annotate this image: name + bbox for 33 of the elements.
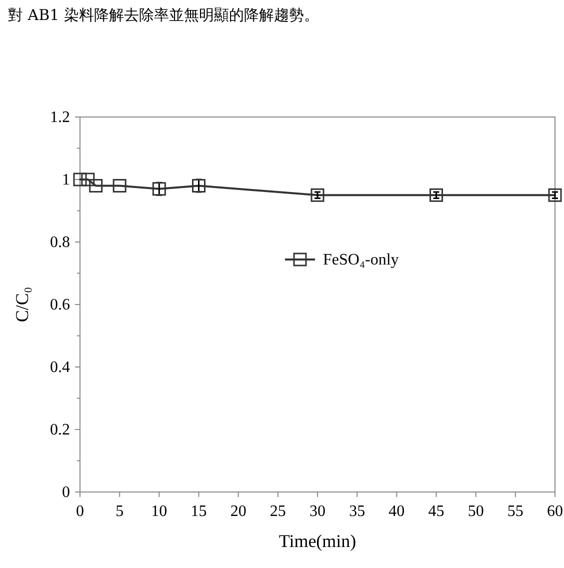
x-tick-label: 45: [428, 503, 444, 520]
x-tick-label: 0: [76, 503, 84, 520]
point: [192, 179, 206, 192]
x-tick-label: 5: [116, 503, 124, 520]
x-tick-label: 30: [310, 503, 326, 520]
legend-label: FeSO₄-only: [323, 252, 399, 268]
x-tick-label: 60: [547, 503, 563, 520]
point: [112, 179, 126, 192]
point: [310, 188, 324, 202]
point: [152, 182, 166, 196]
x-tick-label: 25: [270, 503, 286, 520]
x-axis-title: Time(min): [278, 531, 356, 551]
x-tick-label: 15: [190, 503, 207, 520]
y-tick-label: 0.8: [50, 234, 70, 251]
x-tick-label: 20: [230, 503, 246, 520]
point: [81, 172, 95, 186]
y-tick-label: 0.2: [50, 422, 70, 438]
point: [548, 188, 562, 202]
x-tick-label: 40: [388, 503, 405, 520]
x-tick-label: 35: [349, 503, 366, 520]
y-tick-label: 1.2: [50, 109, 70, 126]
y-axis-title: C/C₀: [12, 286, 32, 322]
y-tick-label: 0: [62, 484, 70, 501]
y-tick-label: 0.6: [50, 296, 70, 314]
y-tick-label: 0.4: [50, 359, 70, 376]
x-tick-label: 50: [468, 503, 484, 520]
y-tick-label: 1: [62, 172, 70, 188]
point: [89, 179, 103, 192]
x-tick-label: 55: [507, 503, 524, 520]
text: 對 AB1 染料降解去除率並無明顯的降解趨勢。: [8, 6, 319, 24]
x-tick-label: 10: [151, 503, 168, 520]
point: [430, 188, 443, 202]
point: [73, 172, 87, 186]
